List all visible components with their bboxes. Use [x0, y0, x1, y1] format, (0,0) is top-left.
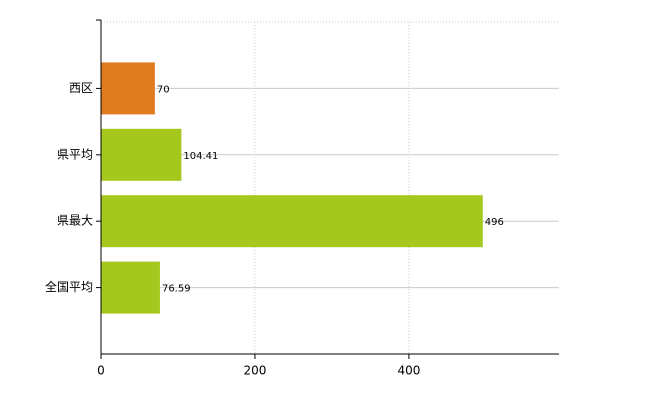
x-tick-label: 400	[397, 364, 420, 378]
bar	[101, 62, 155, 115]
bar	[101, 128, 182, 181]
x-tick-label: 0	[97, 364, 105, 378]
x-tick-label: 200	[243, 364, 266, 378]
category-label: 西区	[69, 81, 93, 95]
value-label: 496	[485, 217, 504, 228]
bar	[101, 261, 160, 314]
value-label: 76.59	[162, 284, 191, 295]
value-label: 104.41	[183, 151, 218, 162]
category-label: 全国平均	[45, 279, 93, 294]
category-label: 県平均	[57, 147, 93, 161]
category-label: 県最大	[57, 214, 93, 228]
bar	[101, 195, 483, 248]
value-label: 70	[157, 84, 170, 95]
